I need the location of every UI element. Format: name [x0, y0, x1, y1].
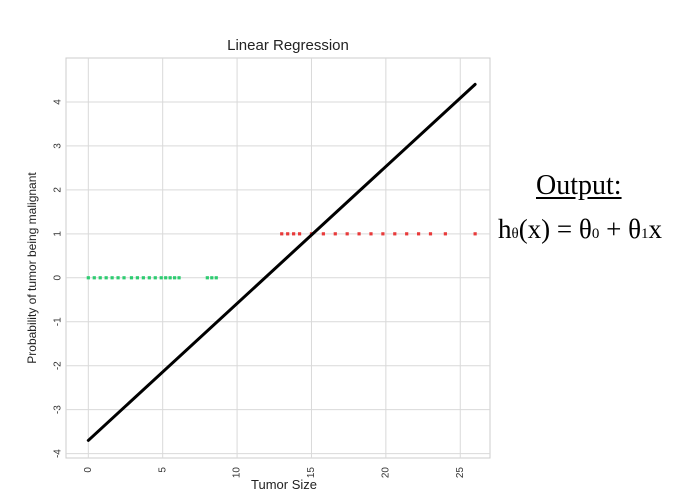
benign-data-point: [214, 276, 218, 280]
benign-data-point: [116, 276, 120, 280]
malignant-data-point: [280, 232, 284, 236]
benign-data-point: [104, 276, 108, 280]
malignant-data-point: [345, 232, 349, 236]
malignant-data-point: [393, 232, 397, 236]
malignant-data-point: [333, 232, 337, 236]
formula-h: h: [498, 214, 512, 244]
y-tick-label: 4: [53, 99, 64, 105]
malignant-data-point: [292, 232, 296, 236]
malignant-data-point: [428, 232, 433, 236]
formula-theta-sub: θ: [511, 226, 519, 242]
malignant-data-point: [473, 232, 477, 236]
y-tick-label: 3: [53, 143, 64, 149]
benign-data-point: [210, 276, 214, 280]
x-tick-label: 5: [157, 467, 168, 473]
x-tick-label: 25: [455, 467, 466, 479]
y-tick-label: -1: [53, 317, 64, 326]
benign-data-point: [173, 276, 177, 280]
malignant-data-point: [369, 232, 373, 236]
formula-sub1: 1: [641, 226, 649, 242]
benign-data-point: [110, 276, 114, 280]
x-axis-label: Tumor Size: [251, 477, 317, 492]
benign-data-point: [153, 276, 157, 280]
x-tick-label: 15: [306, 467, 317, 479]
malignant-data-point: [405, 232, 409, 236]
benign-data-point: [164, 276, 168, 280]
malignant-data-point: [357, 232, 361, 236]
benign-data-point: [205, 276, 209, 280]
plot-area: [65, 57, 491, 459]
formula-plus: + θ: [599, 214, 642, 244]
benign-data-point: [168, 276, 172, 280]
hypothesis-formula: hθ(x) = θ0 + θ1x: [498, 214, 662, 245]
y-tick-label: 0: [53, 275, 64, 281]
y-tick-label: 2: [53, 187, 64, 193]
x-tick-label: 10: [232, 467, 243, 479]
y-tick-label: -4: [53, 449, 64, 458]
y-tick-label: -2: [53, 361, 64, 370]
benign-data-point: [129, 276, 134, 280]
y-tick-label: 1: [53, 231, 64, 237]
x-tick-label: 0: [83, 467, 94, 473]
benign-data-point: [86, 276, 90, 280]
benign-data-point: [135, 276, 140, 280]
x-tick-label: 20: [381, 467, 392, 479]
malignant-data-point: [416, 232, 421, 236]
benign-data-point: [92, 276, 96, 280]
formula-open: (x) = θ: [518, 214, 592, 244]
benign-data-point: [159, 276, 163, 280]
benign-data-point: [141, 276, 145, 280]
regression-line: [86, 82, 477, 442]
benign-data-point: [177, 276, 181, 280]
malignant-data-point: [321, 232, 325, 236]
malignant-data-point: [381, 232, 385, 236]
malignant-data-point: [286, 232, 290, 236]
chart-title: Linear Regression: [227, 37, 349, 54]
y-axis-label: Probability of tumor being malignant: [25, 172, 39, 364]
y-tick-label: -3: [53, 405, 64, 414]
formula-x: x: [648, 214, 663, 244]
formula-sub0: 0: [591, 226, 600, 242]
benign-data-point: [98, 276, 102, 280]
output-label: Output:: [536, 170, 622, 201]
malignant-data-point: [297, 232, 302, 236]
malignant-data-point: [443, 232, 447, 236]
benign-data-point: [122, 276, 126, 280]
benign-data-point: [147, 276, 151, 280]
